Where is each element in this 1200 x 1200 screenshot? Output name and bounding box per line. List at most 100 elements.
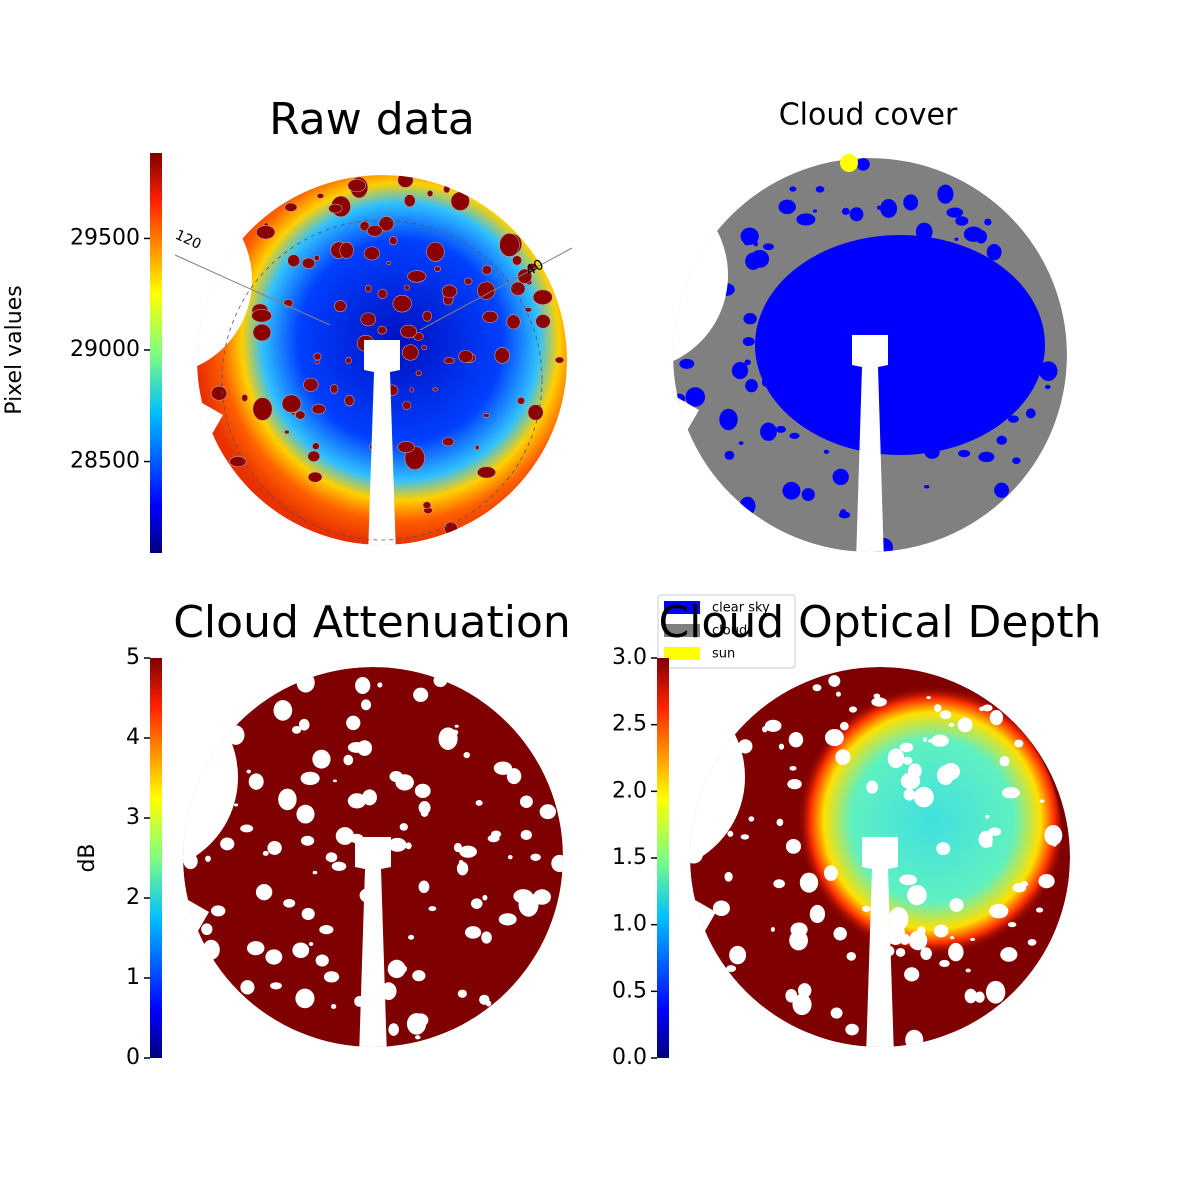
blob <box>388 1023 399 1036</box>
blob <box>965 285 976 292</box>
blob <box>343 754 354 766</box>
blob <box>812 209 818 213</box>
blob <box>913 286 931 304</box>
blob <box>454 724 459 728</box>
blob <box>202 939 220 960</box>
blob <box>493 761 513 775</box>
colorbar-tick-label: 5 <box>126 645 140 670</box>
legend-swatch <box>664 601 700 614</box>
blob <box>797 983 812 998</box>
colorbar-tick-label: 2 <box>126 885 140 910</box>
blob <box>870 238 885 254</box>
blob <box>532 289 553 305</box>
blob <box>974 991 985 1003</box>
blob <box>377 325 387 335</box>
blob <box>1001 336 1010 345</box>
blob <box>554 356 565 364</box>
blob <box>743 237 751 246</box>
blob <box>832 250 844 260</box>
blob <box>301 907 315 921</box>
blob <box>518 892 539 917</box>
colorbar-tick-label: 3 <box>126 805 140 830</box>
blob <box>205 855 211 862</box>
blob <box>300 771 320 786</box>
blob <box>339 241 354 259</box>
blob <box>792 993 812 1016</box>
blob <box>731 362 749 380</box>
blob <box>800 408 805 412</box>
blob <box>679 358 695 369</box>
blob <box>942 363 959 381</box>
blob <box>917 380 934 397</box>
blob <box>782 481 801 500</box>
blob <box>970 937 976 942</box>
blob <box>987 390 1001 404</box>
blob <box>470 898 483 909</box>
blob <box>932 413 943 424</box>
blob <box>527 404 544 421</box>
blob <box>303 377 319 392</box>
blob <box>726 965 737 973</box>
blob <box>866 780 879 794</box>
blob <box>933 704 942 713</box>
blob <box>441 284 458 299</box>
blob <box>443 357 455 365</box>
blob <box>1001 787 1021 799</box>
blob <box>220 837 235 851</box>
blob <box>787 779 802 790</box>
blob <box>400 324 418 339</box>
blob <box>426 190 434 197</box>
blob <box>815 186 825 193</box>
blob <box>444 521 458 536</box>
blob <box>392 294 412 313</box>
blob <box>833 299 840 305</box>
blob <box>974 419 980 425</box>
blob <box>240 980 255 995</box>
blob <box>397 175 414 188</box>
blob <box>1014 739 1024 748</box>
blob <box>809 904 826 924</box>
blob <box>278 788 297 811</box>
blob <box>240 824 254 833</box>
blob <box>965 968 971 973</box>
blob <box>1049 829 1057 838</box>
blob <box>551 854 563 872</box>
blob <box>511 255 522 266</box>
blob <box>848 706 858 713</box>
blob <box>895 442 907 452</box>
blob <box>535 314 551 329</box>
blob <box>794 318 803 324</box>
blob <box>330 1003 337 1009</box>
blob <box>769 386 776 392</box>
blob <box>988 827 1002 836</box>
blob <box>789 432 800 439</box>
blob <box>907 884 927 906</box>
blob <box>977 255 985 261</box>
blob <box>395 774 414 791</box>
blob <box>955 216 969 226</box>
blob <box>933 924 949 938</box>
blob <box>298 718 310 731</box>
blob <box>246 769 252 774</box>
blob <box>409 387 415 393</box>
blob <box>895 947 906 957</box>
blob <box>433 673 448 688</box>
colorbar-tick-label: 28500 <box>70 449 140 474</box>
blob <box>344 394 355 407</box>
colorbar-tick-label: 1.5 <box>612 845 647 870</box>
blob <box>1025 408 1036 419</box>
blob <box>948 722 955 727</box>
panel-title: Cloud Optical Depth <box>658 597 1101 648</box>
blob <box>778 743 785 750</box>
blob <box>428 906 437 912</box>
blob <box>498 913 517 926</box>
blob <box>880 199 898 218</box>
blob <box>738 739 753 754</box>
sun-marker <box>840 154 858 172</box>
blob <box>347 178 366 193</box>
blob <box>801 488 815 502</box>
blob <box>984 218 992 226</box>
blob <box>407 270 427 283</box>
colorbar-tick-label: 0.5 <box>612 978 647 1003</box>
colorbar-tick-label: 4 <box>126 725 140 750</box>
